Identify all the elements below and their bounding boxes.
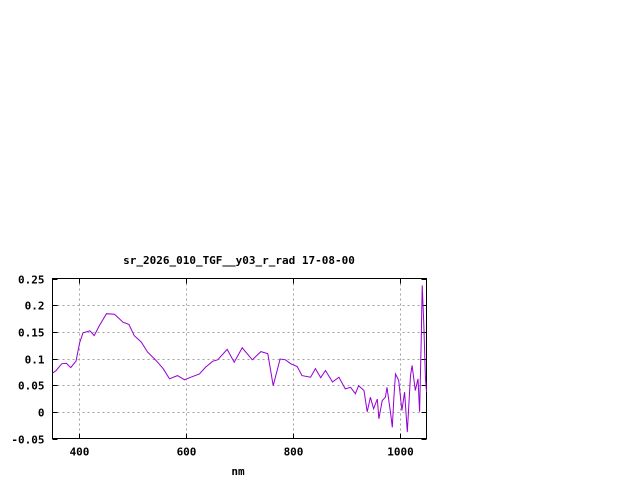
y-tick-label: -0.05 <box>11 434 44 447</box>
x-tick-label: 600 <box>177 446 197 459</box>
y-tick-label: 0.15 <box>18 327 45 340</box>
y-tick-label: 0 <box>38 407 45 420</box>
grid <box>52 278 427 439</box>
x-tick-label: 400 <box>70 446 90 459</box>
y-tick-label: 0.05 <box>18 380 45 393</box>
x-axis-label: nm <box>231 465 245 478</box>
ticks: 400 600 800 1000 -0.05 0 0.05 0.1 0.15 0.2 0.25 <box>11 274 427 459</box>
plot-frame <box>52 278 427 439</box>
y-tick-label: 0.1 <box>25 354 45 367</box>
x-tick-label: 1000 <box>387 446 414 459</box>
chart-title: sr_2026_010_TGF__y03_r_rad 17-08-00 <box>123 254 355 267</box>
series-line <box>52 285 427 433</box>
x-tick-label: 800 <box>284 446 304 459</box>
y-tick-label: 0.2 <box>25 300 45 313</box>
y-tick-label: 0.25 <box>18 274 45 287</box>
